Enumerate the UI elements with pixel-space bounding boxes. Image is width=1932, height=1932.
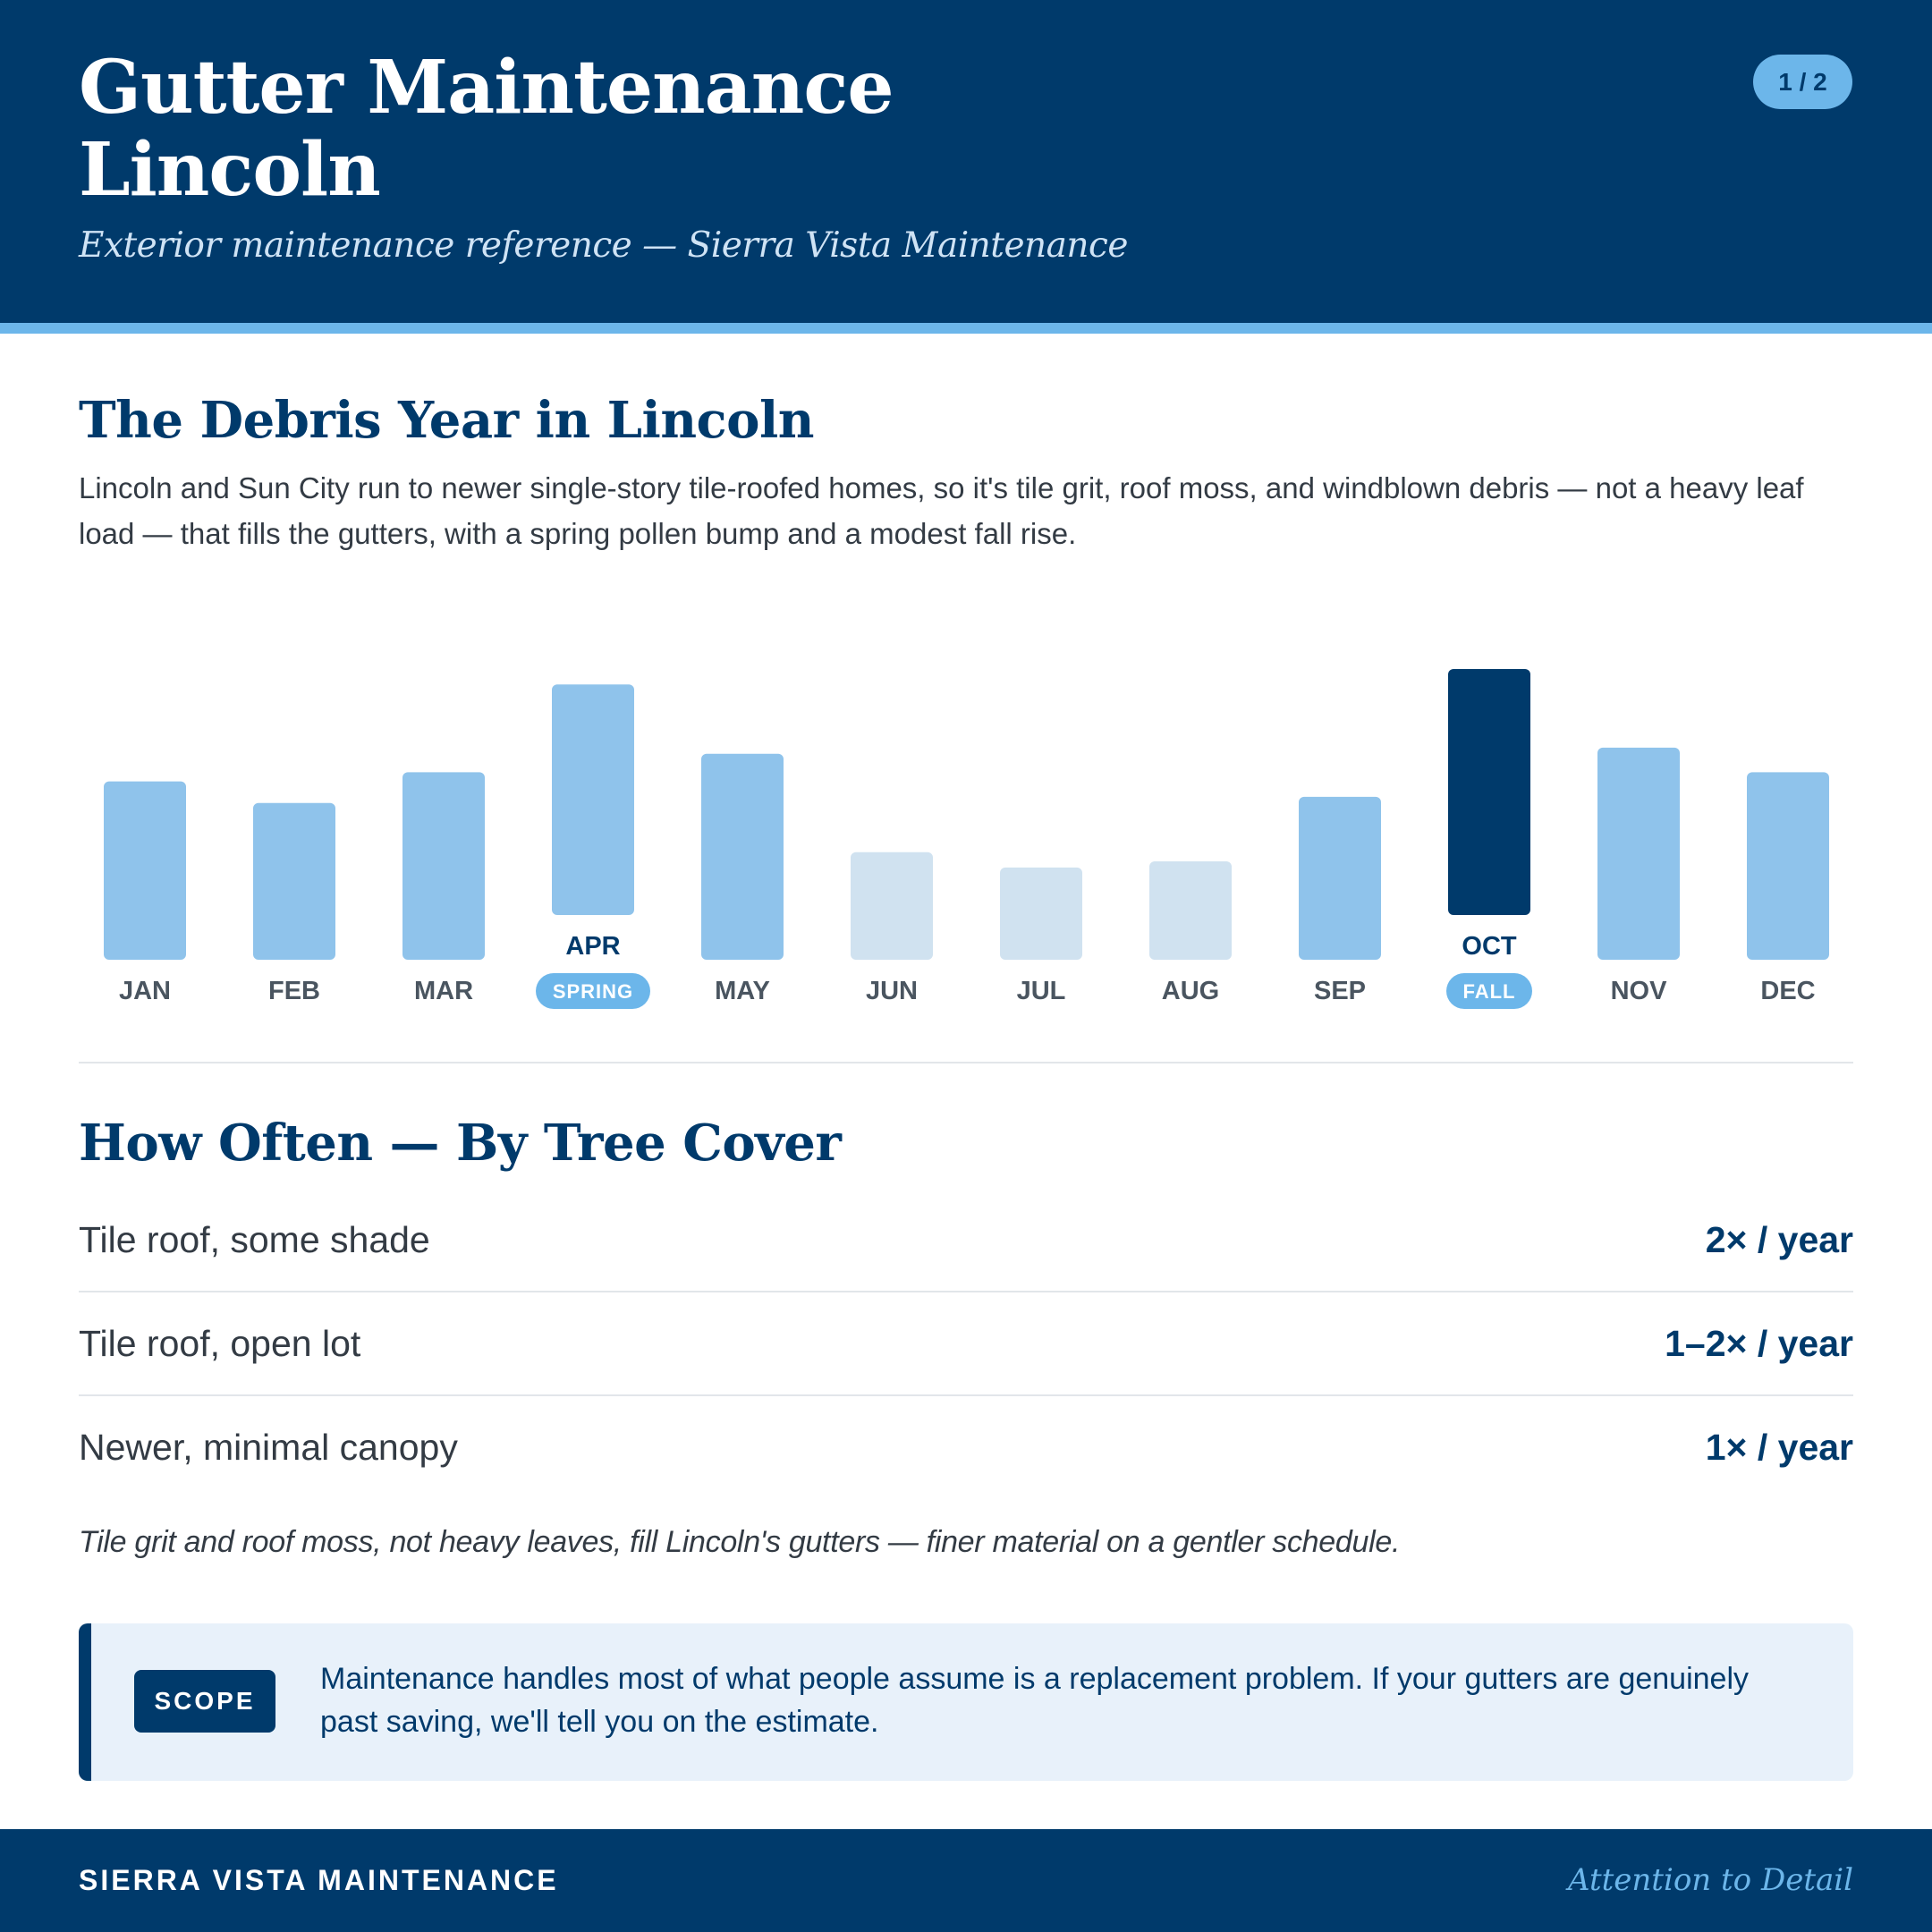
footer-brand: SIERRA VISTA MAINTENANCE (79, 1864, 559, 1896)
season-badge-label: FALL (1463, 980, 1516, 1003)
chart-bar-oct (1448, 669, 1530, 915)
chart-month-label: FEB (268, 977, 320, 1005)
page-subtitle: Exterior maintenance reference — Sierra … (79, 225, 1128, 266)
chart-month-label: DEC (1760, 977, 1815, 1005)
chart-month-label: AUG (1162, 977, 1219, 1005)
chart-month-label: MAY (715, 977, 770, 1005)
frequency-row: Newer, minimal canopy 1× / year (79, 1396, 1853, 1498)
season-badge-label: SPRING (553, 980, 633, 1003)
frequency-row: Tile roof, open lot 1–2× / year (79, 1292, 1853, 1396)
section-divider (79, 1062, 1853, 1063)
frequency-label: Newer, minimal canopy (79, 1427, 458, 1468)
page-indicator-badge: 1 / 2 (1753, 55, 1852, 109)
debris-bar-chart: JAN FEB MAR APR SPRING MAY JUN JUL AUG SEP OCT FALL… (104, 669, 1829, 1009)
chart-month-label: APR (565, 932, 620, 961)
scope-text: Maintenance handles most of what people … (320, 1662, 1750, 1739)
page-title: Gutter Maintenance Lincoln (79, 47, 894, 211)
debris-section-heading: The Debris Year in Lincoln (79, 391, 814, 450)
chart-bar-may (701, 753, 784, 960)
debris-intro-text: Lincoln and Sun City run to newer single… (79, 471, 1804, 550)
frequency-note: Tile grit and roof moss, not heavy leave… (79, 1525, 1401, 1559)
chart-bar-jul (1000, 867, 1082, 960)
chart-month-label: JAN (119, 977, 171, 1005)
chart-month-label: JUN (866, 977, 918, 1005)
frequency-section-heading: How Often — By Tree Cover (79, 1114, 842, 1173)
chart-month-label: OCT (1462, 932, 1517, 961)
chart-bar-apr (552, 684, 634, 915)
chart-bar-mar (402, 772, 485, 960)
season-badge-pill (536, 973, 650, 1009)
title-line-2: Lincoln (79, 127, 381, 213)
scope-callout: SCOPE Maintenance handles most of what p… (79, 1623, 1853, 1781)
chart-bar-sep (1299, 796, 1381, 960)
footer-bar: SIERRA VISTA MAINTENANCE Attention to De… (0, 1829, 1932, 1932)
chart-bar-nov (1597, 747, 1680, 960)
chart-month-label: MAR (414, 977, 473, 1005)
scope-tag: SCOPE (134, 1670, 275, 1733)
title-line-1: Gutter Maintenance (79, 45, 894, 131)
chart-bar-dec (1747, 772, 1829, 960)
frequency-value: 1× / year (1705, 1427, 1853, 1468)
chart-bar-feb (253, 802, 335, 960)
header-banner: Gutter Maintenance Lincoln Exterior main… (0, 0, 1932, 334)
chart-month-label: SEP (1314, 977, 1366, 1005)
chart-month-label: NOV (1611, 977, 1668, 1005)
frequency-value: 2× / year (1705, 1219, 1853, 1260)
footer-tagline: Attention to Detail (1567, 1862, 1853, 1898)
season-badge-pill (1446, 973, 1532, 1009)
chart-bar-aug (1149, 861, 1232, 960)
frequency-value: 1–2× / year (1665, 1323, 1853, 1364)
frequency-label: Tile roof, open lot (79, 1323, 361, 1364)
chart-bar-jun (851, 852, 933, 960)
chart-bar-jan (104, 781, 186, 960)
chart-month-label: JUL (1017, 977, 1066, 1005)
frequency-label: Tile roof, some shade (79, 1219, 430, 1260)
frequency-row: Tile roof, some shade 2× / year (79, 1189, 1853, 1292)
